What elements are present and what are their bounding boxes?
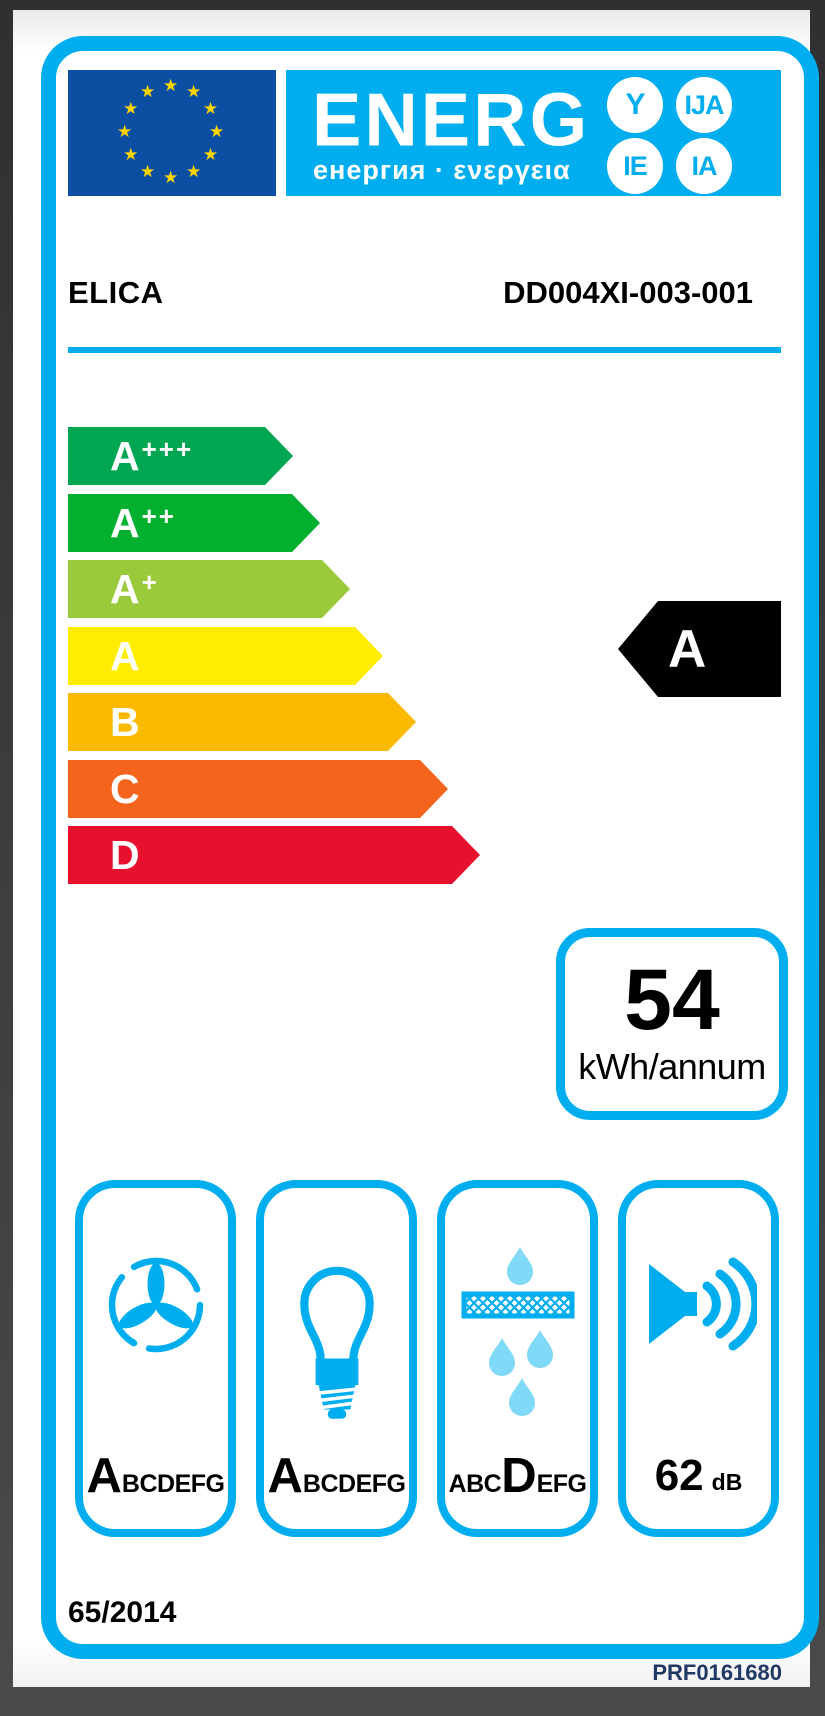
lighting-efficiency-class: A BCDEFG [267, 1449, 406, 1503]
class-letter: A [110, 499, 140, 546]
fan-efficiency-box: A BCDEFG [75, 1180, 236, 1537]
eu-flag: ★ ★ ★ ★ ★ ★ ★ ★ ★ ★ ★ ★ [68, 70, 276, 196]
consumption-value: 54 [624, 952, 720, 1049]
energ-logo: ENERG енергия · ενεργεια Y IJA IE IA [286, 70, 781, 196]
reference-code: PRF0161680 [652, 1660, 782, 1685]
fan-icon [108, 1257, 203, 1353]
grease-filtering-box: ABC D EFG [437, 1180, 598, 1537]
class-arrow-c: C [68, 760, 448, 818]
class-suffix: +++ [141, 433, 194, 464]
class-arrow-a: A [68, 627, 383, 685]
class-arrow-a2: A ++ [68, 494, 320, 552]
bulb-icon [299, 1266, 374, 1419]
regulation-number: 65/2014 [68, 1596, 177, 1629]
star-icon: ★ [140, 161, 156, 181]
rating-arrow: A [618, 601, 781, 697]
star-icon: ★ [186, 161, 202, 181]
energy-label-border [41, 36, 819, 1659]
star-icon: ★ [117, 122, 133, 141]
language-badge-ija: IJA [676, 77, 732, 133]
class-letter: C [110, 765, 140, 812]
star-icon: ★ [202, 99, 219, 118]
class-arrow-d: D [68, 826, 480, 884]
language-badge-y: Y [607, 77, 663, 133]
star-icon: ★ [186, 82, 202, 102]
star-icon: ★ [163, 76, 179, 95]
class-arrow-a1: A + [68, 560, 350, 618]
divider-rule [68, 347, 781, 353]
class-letter: B [110, 698, 140, 745]
star-icon: ★ [123, 99, 139, 118]
class-letter: A [110, 632, 140, 679]
star-icon: ★ [209, 122, 225, 141]
energ-subtitle: енергия · ενεργεια [313, 155, 571, 185]
noise-level-value: 62 dB [654, 1451, 743, 1500]
class-arrow-a3: A +++ [68, 427, 293, 485]
class-suffix: + [141, 566, 159, 597]
model-number: DD004XI-003-001 [503, 275, 753, 310]
language-badge-ia: IA [676, 138, 732, 194]
class-suffix: ++ [141, 500, 176, 531]
brand-name: ELICA [68, 275, 164, 310]
class-letter: D [110, 831, 140, 878]
energ-title: ENERG [312, 77, 591, 162]
noise-level-box: 62 dB [618, 1180, 779, 1537]
annual-consumption-box: 54 kWh/annum [556, 928, 788, 1120]
fan-efficiency-class: A BCDEFG [86, 1449, 225, 1503]
language-badge-ie: IE [607, 138, 663, 194]
grease-filter-icon [461, 1247, 574, 1416]
class-arrow-b: B [68, 693, 416, 751]
star-icon: ★ [163, 168, 179, 187]
noise-icon [648, 1257, 757, 1351]
star-icon: ★ [140, 82, 156, 102]
star-icon: ★ [123, 145, 139, 164]
lighting-efficiency-box: A BCDEFG [256, 1180, 417, 1537]
document-page: ★ ★ ★ ★ ★ ★ ★ ★ ★ ★ ★ ★ ENERG енергия · ενεργεια Y … [13, 10, 819, 1687]
class-letter: A [110, 432, 140, 479]
consumption-unit: kWh/annum [578, 1045, 766, 1087]
grease-filtering-class: ABC D EFG [448, 1449, 587, 1503]
star-icon: ★ [202, 145, 219, 164]
class-letter: A [110, 565, 140, 612]
rating-letter: A [668, 619, 707, 679]
